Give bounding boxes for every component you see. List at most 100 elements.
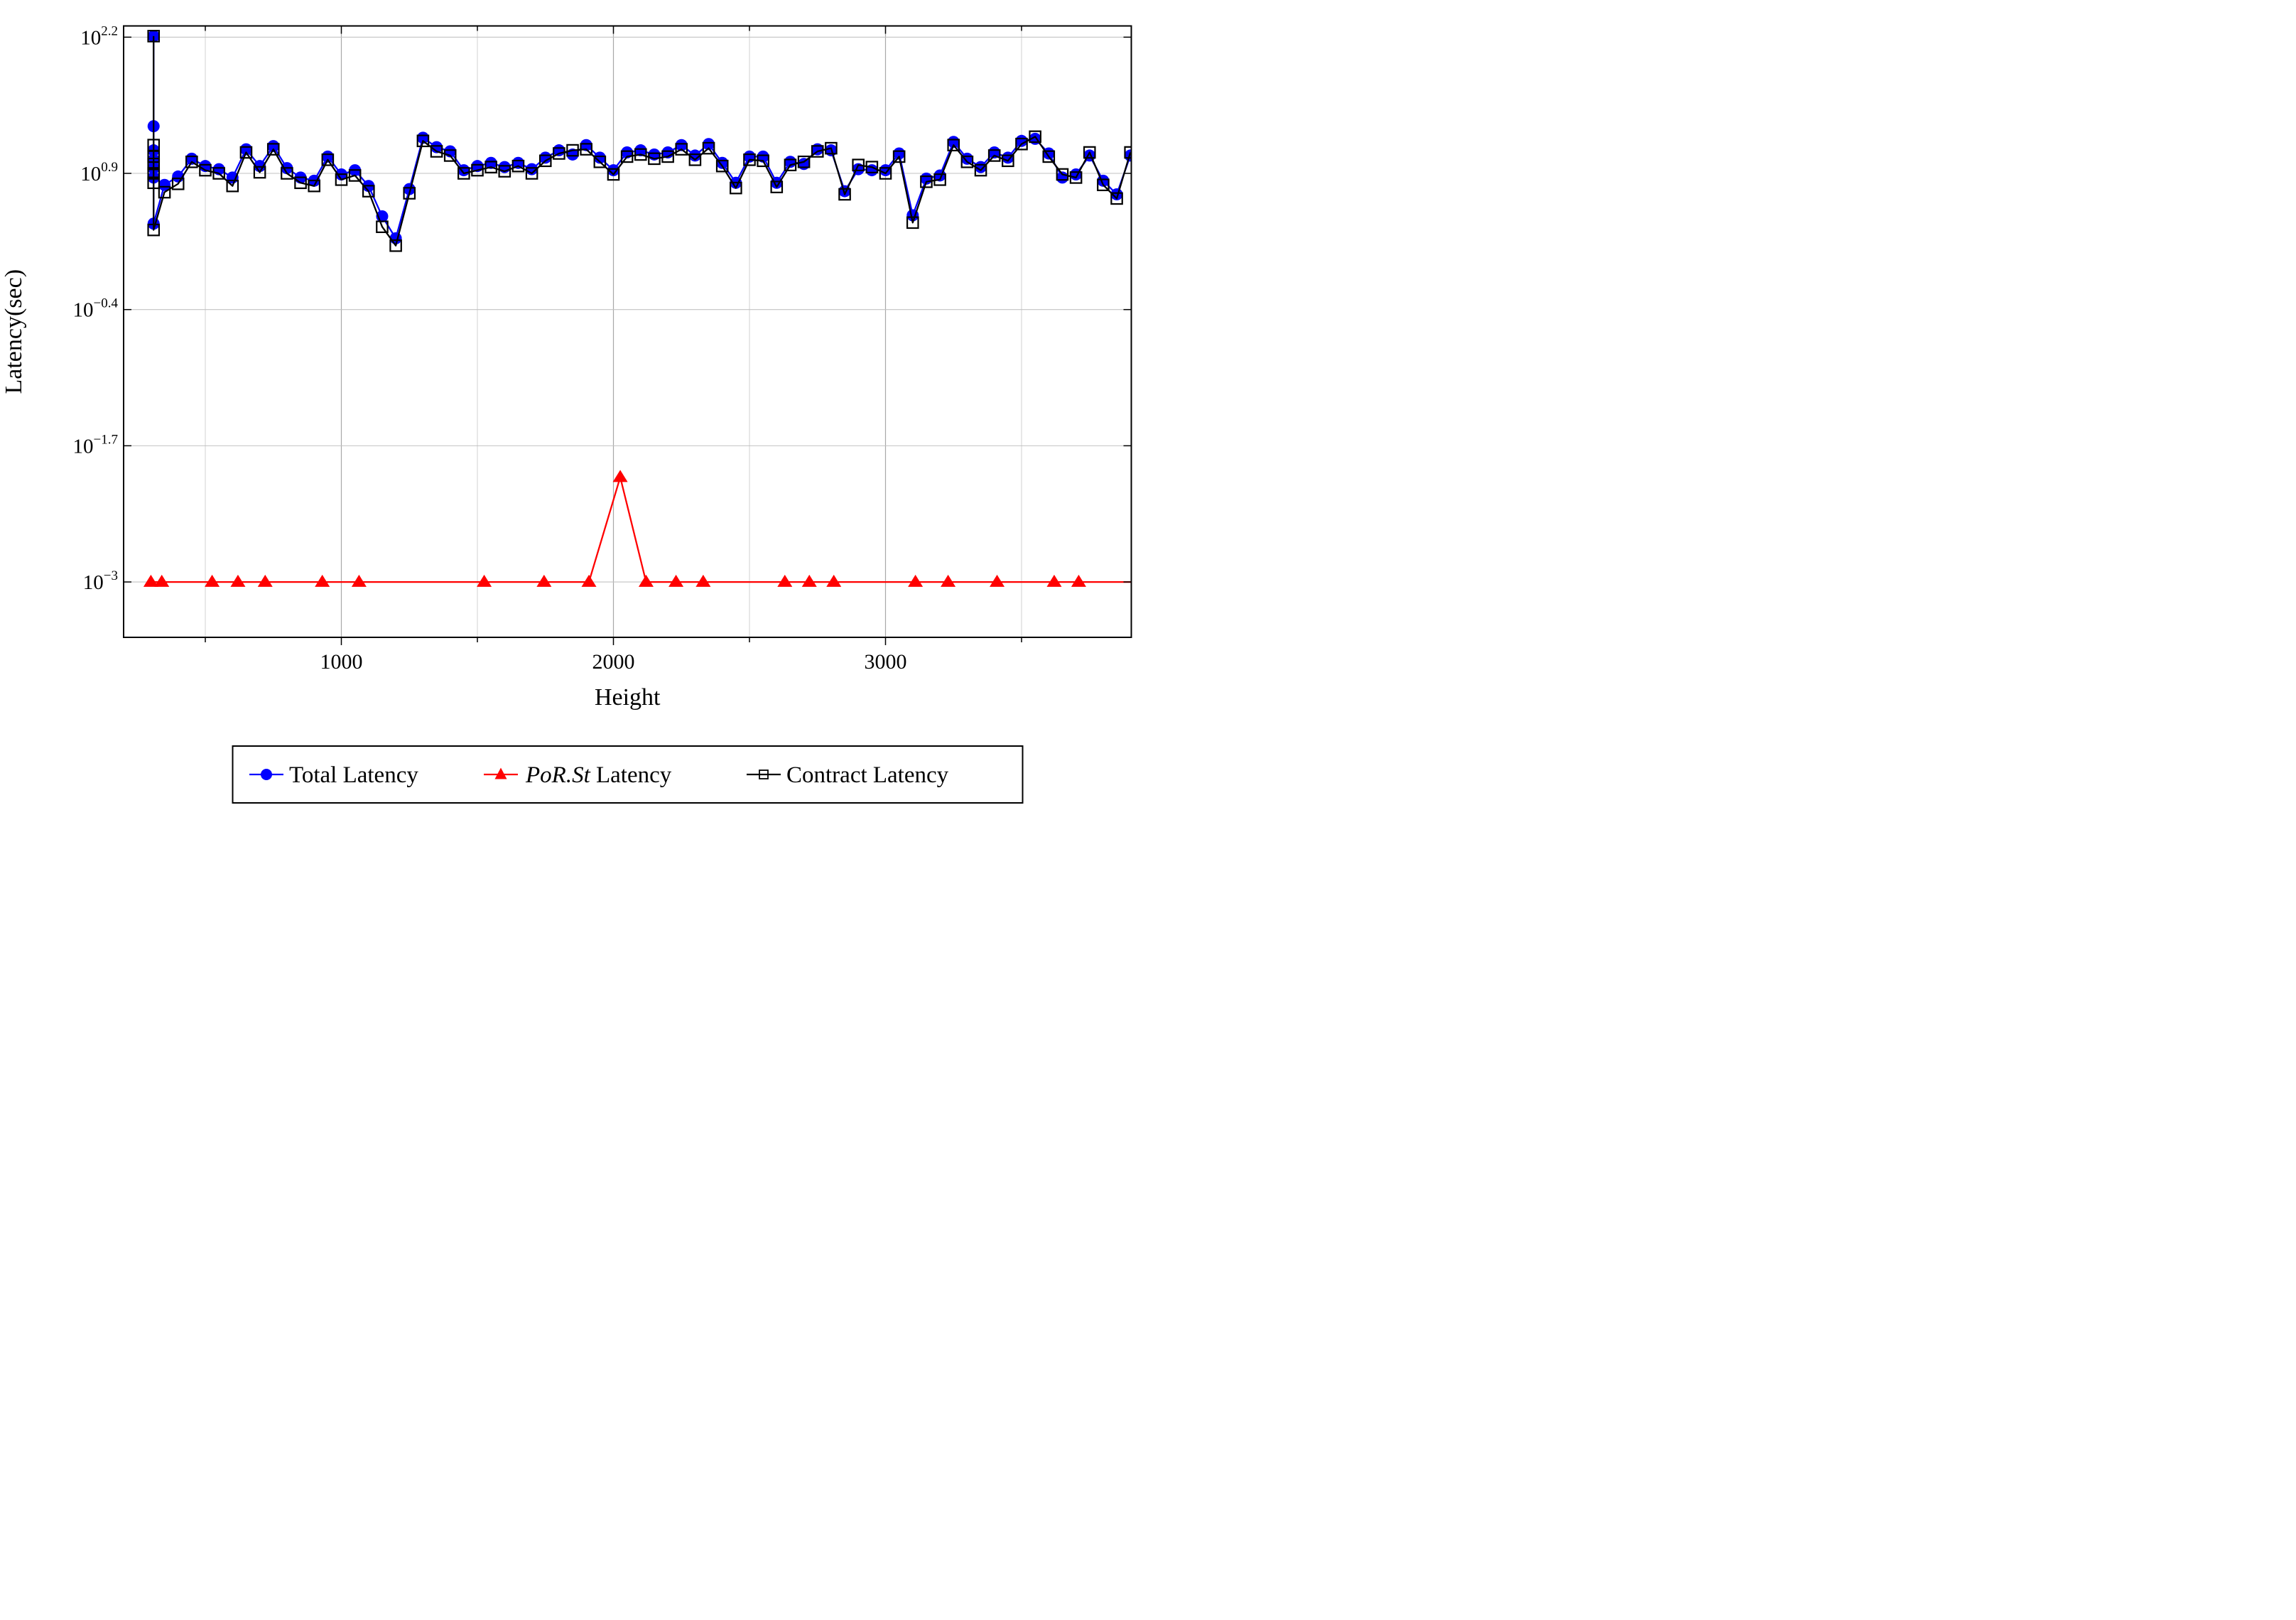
data-point-square (335, 173, 348, 186)
data-point-triangle (668, 574, 684, 587)
data-point-circle (634, 144, 647, 157)
data-point-square (171, 177, 185, 190)
data-point-circle (607, 164, 619, 177)
legend-circle-marker (261, 769, 272, 780)
axes-frame (123, 25, 1132, 638)
data-point-square (471, 163, 484, 177)
data-point-square (266, 143, 280, 156)
data-point-circle (960, 152, 973, 165)
data-point-square (538, 154, 552, 168)
data-point-square (715, 159, 729, 173)
data-point-triangle (638, 574, 654, 587)
data-point-square (702, 141, 715, 155)
data-point-square (253, 166, 266, 179)
data-point-triangle (695, 574, 711, 587)
data-point-square (1097, 178, 1110, 192)
legend-label: PoR.St Latency (525, 762, 672, 788)
data-point-square (457, 167, 470, 180)
y-axis-label: Latency(sec) (1, 269, 27, 394)
data-point-square (852, 158, 865, 172)
data-point-square (1002, 154, 1014, 168)
series-por-st-latency (143, 470, 1132, 587)
data-point-circle (158, 178, 171, 191)
data-point-triangle (257, 574, 273, 587)
data-point-square (1124, 146, 1132, 159)
data-point-circle (484, 156, 497, 169)
plot-series (143, 30, 1132, 587)
y-tick-label: 100.9 (80, 160, 118, 185)
data-point-square (498, 165, 511, 178)
data-point-square (757, 154, 769, 168)
data-point-square (784, 158, 797, 172)
data-point-square (661, 150, 674, 163)
data-point-square (906, 216, 919, 230)
data-point-triangle (826, 574, 842, 587)
data-point-triangle (801, 574, 817, 587)
data-point-triangle (536, 574, 552, 587)
latency-chart: 102.2 100.9 10−0.4 10−1.7 10−3 1000 2000 3000 He… (0, 0, 1148, 810)
data-point-square (147, 157, 161, 171)
data-point-circle (688, 149, 701, 162)
data-point-triangle (777, 574, 793, 587)
legend: Total Latency PoR.St Latency Contract Late… (232, 745, 1024, 804)
data-point-triangle (143, 574, 158, 587)
data-point-circle (403, 183, 416, 195)
data-point-square (348, 169, 362, 182)
y-tick-label: 10−1.7 (73, 432, 118, 458)
data-point-circle (580, 139, 592, 151)
data-point-square (484, 161, 497, 173)
data-point-triangle (230, 574, 246, 587)
data-point-triangle (990, 574, 1005, 587)
data-point-square (147, 167, 161, 180)
data-point-square (147, 223, 161, 237)
data-point-square (362, 185, 375, 198)
legend-item-por-st-latency: PoR.St Latency (484, 762, 672, 788)
data-point-triangle (315, 574, 330, 587)
data-point-triangle (477, 574, 492, 587)
data-point-square (511, 159, 525, 173)
data-point-square (147, 176, 161, 190)
x-tick-label: 2000 (592, 650, 635, 674)
data-point-square (403, 187, 416, 200)
data-point-square (553, 147, 565, 160)
x-tick-label: 1000 (320, 650, 363, 674)
data-point-circle (593, 151, 606, 164)
legend-square-marker (759, 770, 769, 779)
data-point-triangle (941, 574, 956, 587)
data-point-square (443, 149, 457, 162)
legend-item-total-latency: Total Latency (249, 762, 418, 788)
data-point-square (811, 145, 824, 158)
data-point-square (607, 168, 620, 181)
data-point-square (593, 155, 607, 168)
series-line (153, 36, 1132, 247)
data-point-circle (675, 139, 688, 151)
data-point-square (294, 176, 307, 190)
data-point-square (960, 155, 974, 168)
data-point-square (147, 150, 161, 163)
axis-ticks (124, 26, 1132, 645)
data-point-square (1015, 137, 1028, 151)
data-point-square (974, 163, 987, 177)
data-point-square (648, 152, 661, 166)
data-point-square (147, 30, 161, 43)
data-point-triangle (1071, 574, 1086, 587)
data-point-square (580, 143, 592, 156)
data-point-circle (703, 138, 715, 151)
data-point-square (1083, 146, 1096, 159)
data-point-circle (879, 164, 892, 177)
data-point-square (675, 143, 688, 156)
data-point-square (389, 239, 402, 252)
data-point-triangle (581, 574, 597, 587)
data-point-square (743, 153, 756, 166)
legend-label: Contract Latency (786, 762, 949, 788)
data-point-square (185, 155, 198, 168)
data-point-square (199, 163, 212, 177)
data-point-circle (1110, 188, 1123, 200)
data-point-square (620, 150, 634, 163)
y-tick-label: 102.2 (80, 23, 118, 49)
y-tick-label: 10−0.4 (73, 296, 119, 322)
data-point-square (1110, 192, 1123, 205)
data-point-circle (1002, 151, 1014, 164)
data-point-square (825, 141, 838, 155)
data-point-square (158, 185, 171, 199)
